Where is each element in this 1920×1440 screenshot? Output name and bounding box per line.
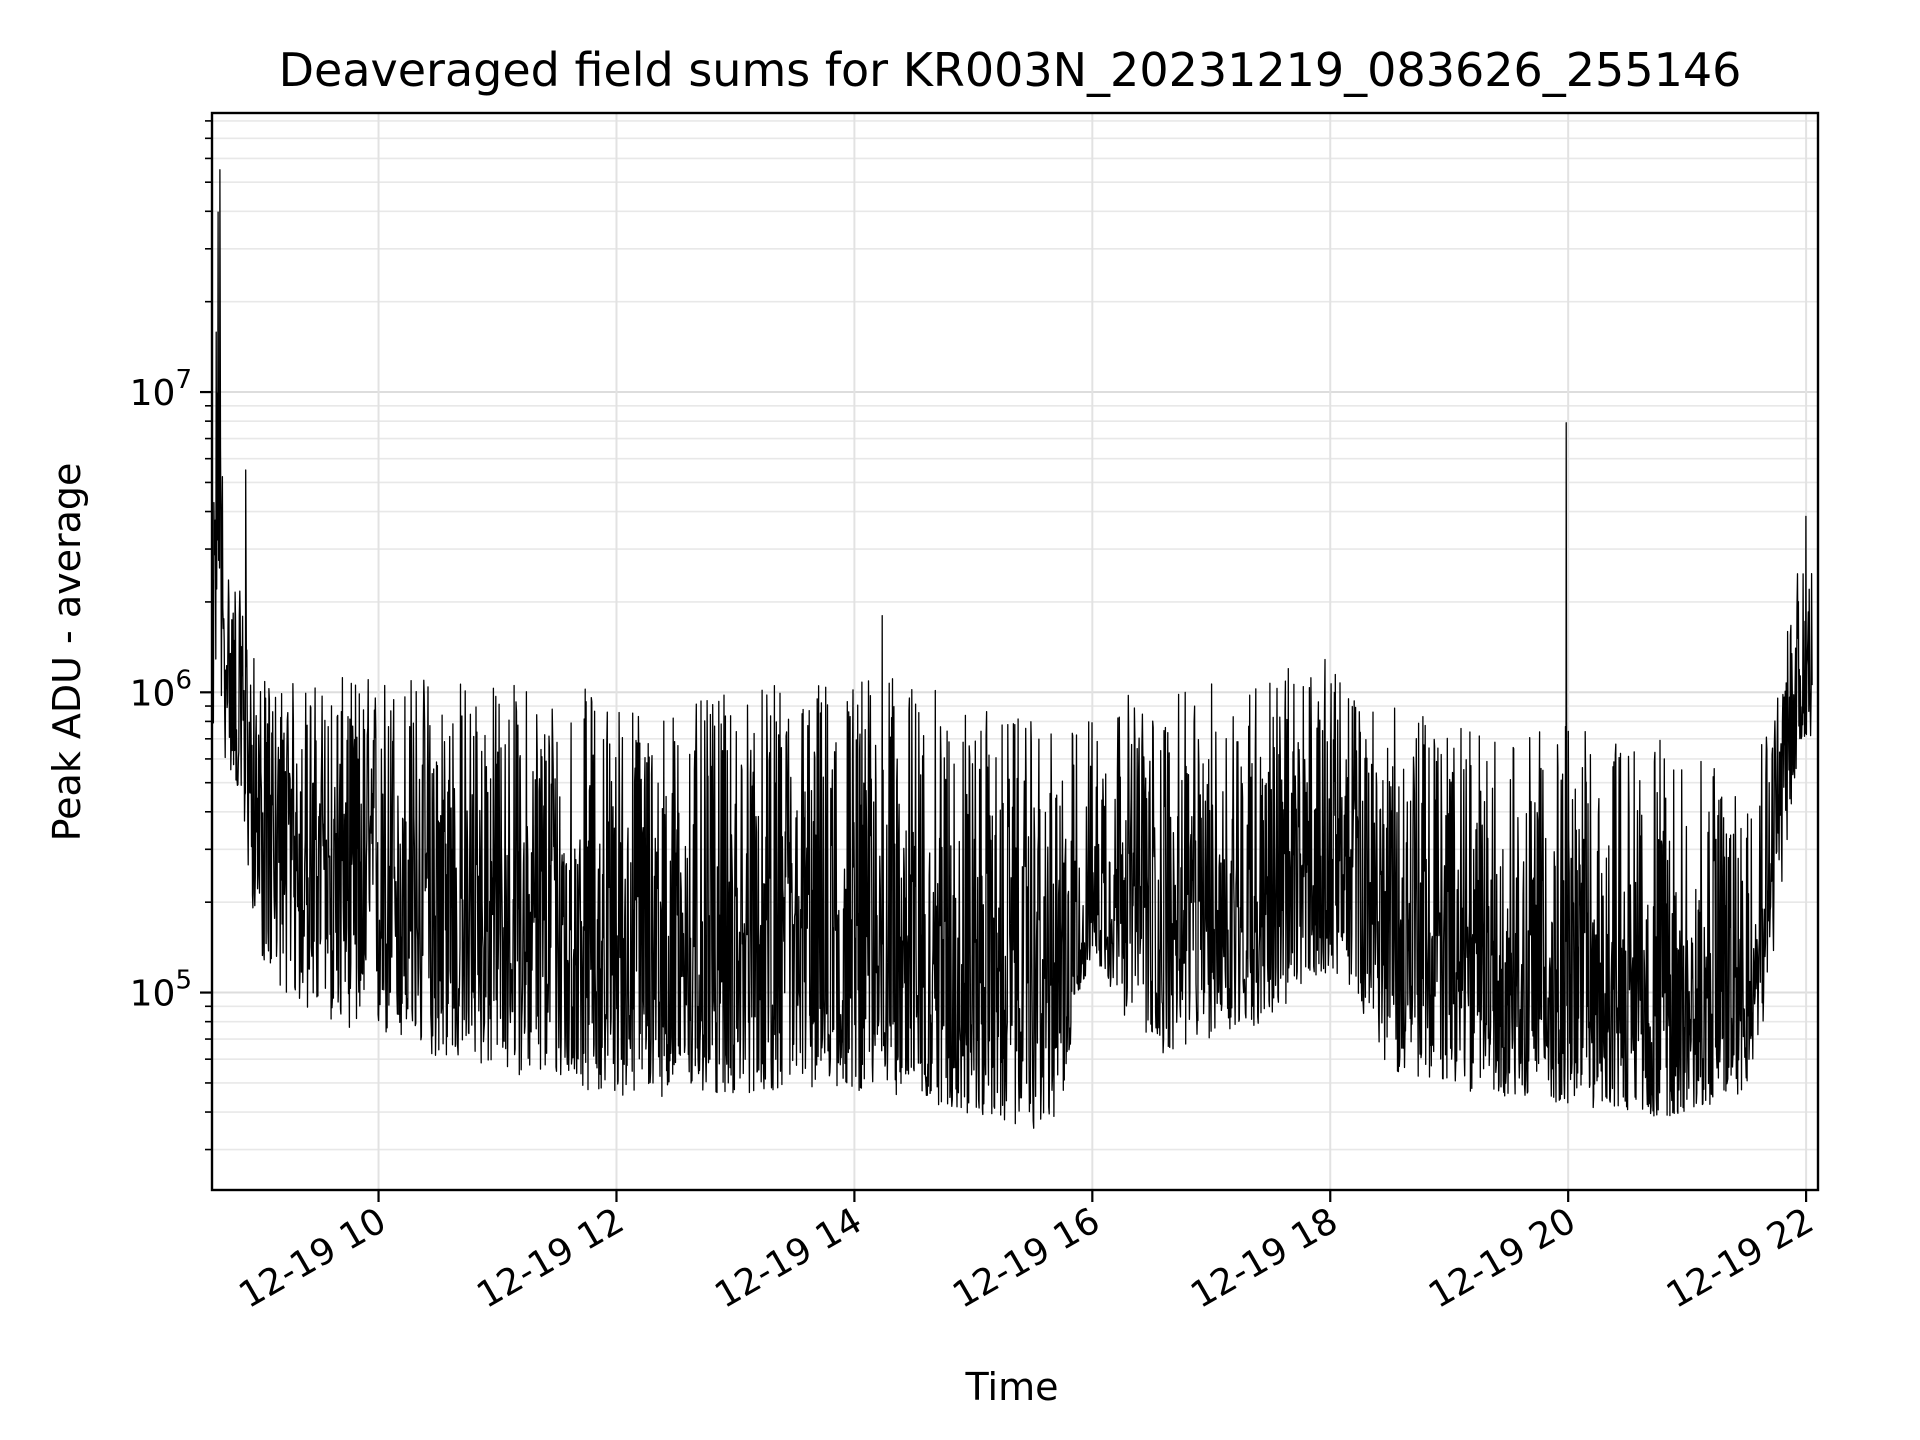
chart-title: Deaveraged field sums for KR003N_2023121… xyxy=(279,43,1742,97)
y-tick-base: 10 xyxy=(130,673,176,714)
y-tick-exponent: 7 xyxy=(175,365,192,395)
y-tick-exponent: 5 xyxy=(175,966,192,996)
y-axis-label: Peak ADU - average xyxy=(45,463,89,842)
y-tick-exponent: 6 xyxy=(175,665,192,695)
y-tick-label: 106 xyxy=(130,665,192,714)
y-tick-base: 10 xyxy=(130,974,176,1015)
y-tick-base: 10 xyxy=(130,373,176,414)
y-tick-label: 105 xyxy=(130,966,192,1015)
plot-frame xyxy=(210,111,1820,1192)
x-axis-label: Time xyxy=(965,1365,1059,1409)
data-layer xyxy=(211,169,1813,1129)
y-tick-label: 107 xyxy=(130,365,192,414)
series-line xyxy=(211,169,1813,1129)
